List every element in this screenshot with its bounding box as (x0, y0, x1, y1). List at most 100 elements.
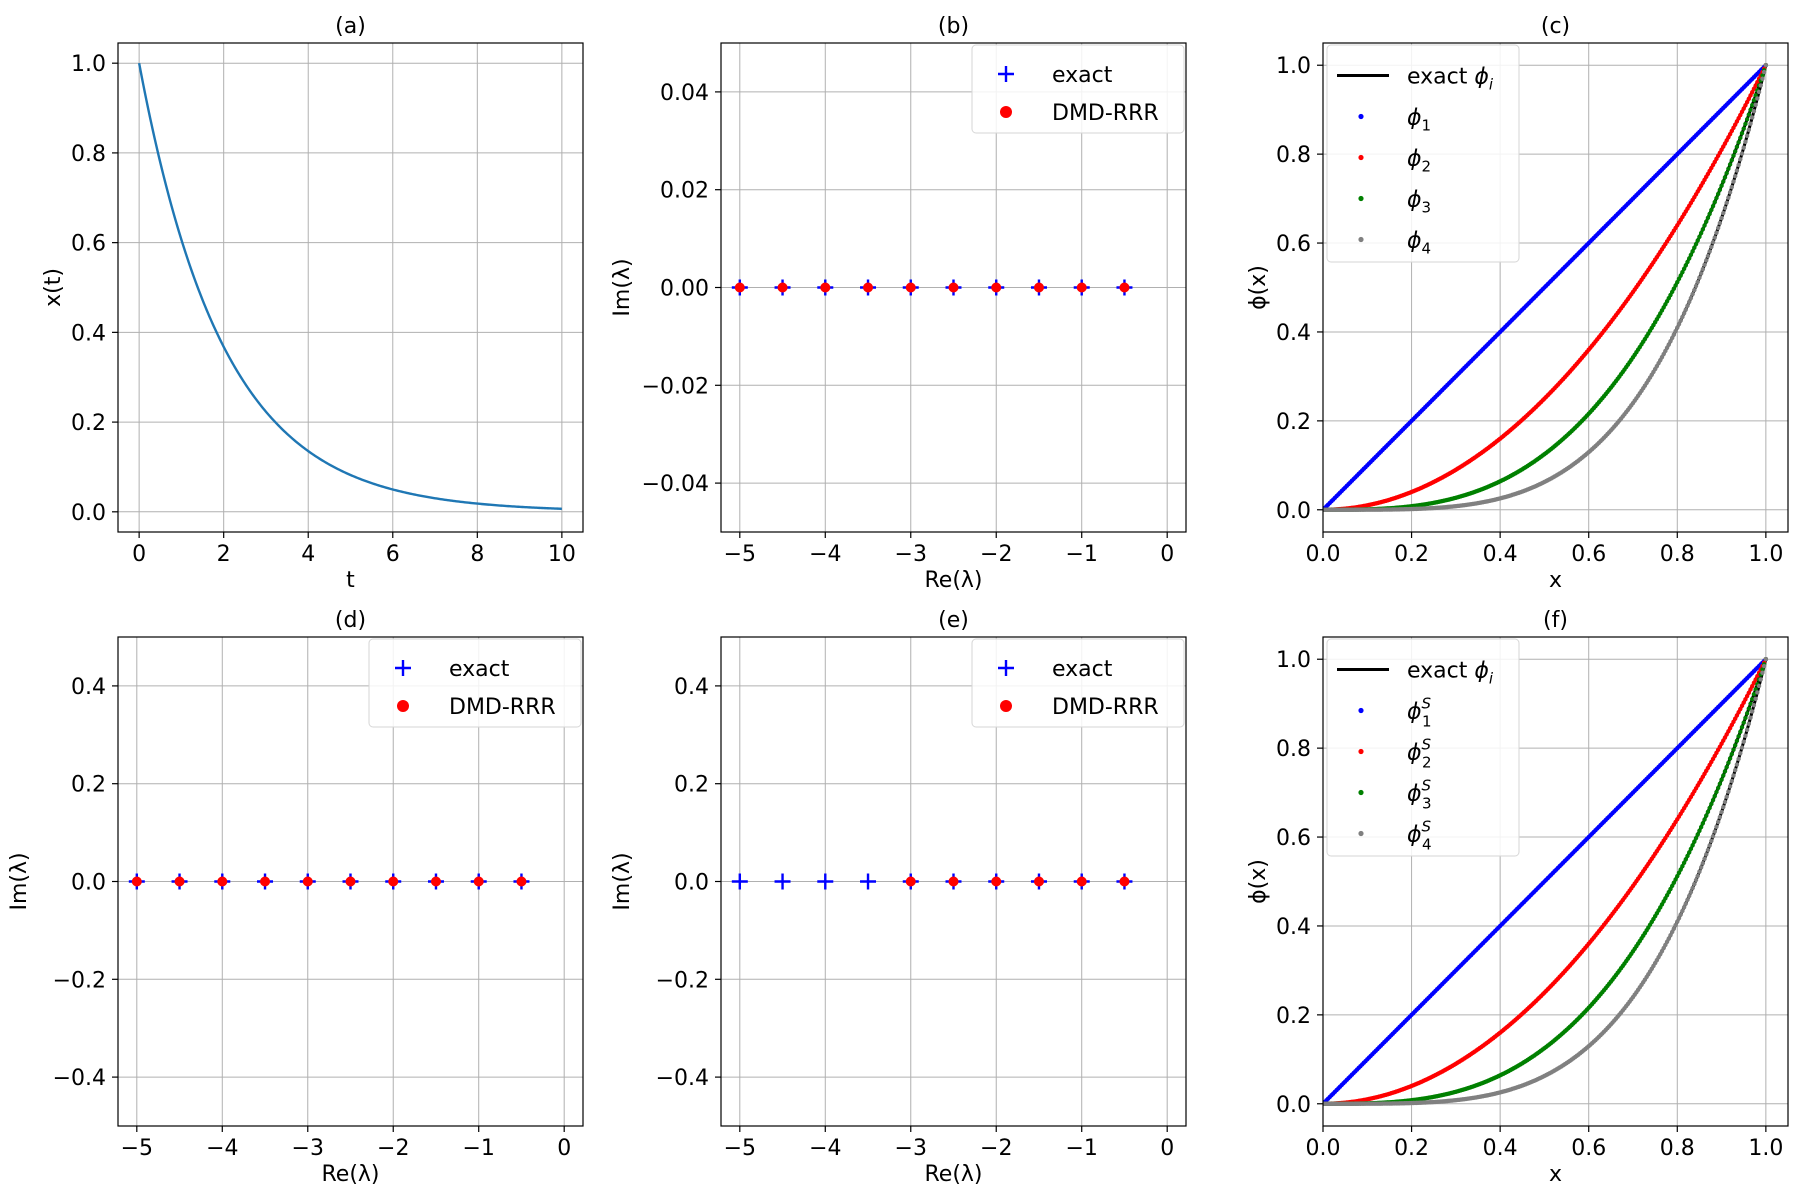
x-tick-label: −5 (724, 1136, 756, 1161)
x-tick-label: −2 (980, 1136, 1012, 1161)
ϕ3^S-point (1719, 777, 1724, 782)
ϕ3^S-point (1748, 701, 1753, 707)
DMD-RRR-point (473, 876, 484, 887)
ϕ3-point (1693, 241, 1699, 247)
ϕ4^S-point (1675, 919, 1680, 924)
DMD-RRR-point (734, 282, 745, 293)
legend-subscript: i (1489, 670, 1494, 688)
ϕ3-point (1743, 121, 1748, 127)
exact-point (860, 873, 877, 890)
ϕ4-point (1700, 267, 1706, 272)
DMD-RRR-point (863, 282, 874, 293)
legend-subscript: 3 (1422, 199, 1432, 217)
x-tick-label: −1 (1065, 542, 1097, 567)
x-axis-label: t (346, 568, 355, 593)
ϕ2-point (1750, 89, 1755, 95)
y-tick-label: −0.04 (642, 472, 709, 497)
y-tick-label: 0.04 (660, 81, 709, 106)
legend-symbol: ϕ (1407, 823, 1422, 848)
x-tick-label: −4 (809, 1136, 841, 1161)
panel-d: −5 −4 −3 −2 −1 0 −0.4 −0.2 0.0 0.2 0.4 (d) Re(λ) Im(λ… (7, 608, 584, 1187)
y-tick-label: 0.8 (71, 142, 106, 167)
ϕ4-point (1678, 318, 1683, 323)
ϕ2^S-point (1741, 700, 1746, 705)
x-tick-label: 0 (132, 542, 146, 567)
ϕ4^S-point (1673, 922, 1678, 928)
ϕ3-point (1702, 223, 1707, 228)
ϕ3^S-point (1714, 789, 1719, 795)
ϕ3^S-point (1690, 843, 1695, 848)
y-axis-label: ϕ(x) (1246, 859, 1271, 904)
legend-subscript: 3 (1422, 795, 1432, 813)
ϕ2^S-point (1746, 690, 1752, 695)
ϕ4-point (1744, 133, 1750, 139)
ϕ4-point (1710, 240, 1716, 245)
ϕ3-point (1717, 187, 1723, 193)
axes-frame (720, 42, 1187, 533)
ϕ4-point (1698, 271, 1704, 276)
legend-dot-swatch (1358, 789, 1364, 796)
DMD-RRR-point (516, 876, 527, 887)
ϕ4-point (1676, 321, 1682, 327)
legend-dot-swatch (1358, 830, 1364, 837)
ϕ3^S-point (1746, 706, 1752, 711)
legend-dot-swatch (1000, 700, 1012, 712)
ϕ4-point (1704, 258, 1709, 263)
ϕ4^S-point (1695, 873, 1700, 879)
x-tick-label: 0 (557, 1136, 571, 1161)
plot-area (731, 279, 1133, 296)
legend-box (1326, 44, 1520, 263)
ϕ2^S-point (1750, 683, 1755, 689)
y-tick-label: −0.02 (642, 374, 709, 399)
ϕ3^S-point (1683, 857, 1689, 862)
ϕ3-point (1734, 144, 1740, 150)
ϕ3-point (1736, 140, 1741, 145)
ϕ2^S-point (1751, 680, 1757, 686)
y-tick-label: 0.8 (1276, 737, 1311, 762)
y-tick-label: 0.00 (660, 277, 709, 302)
DMD-RRR-point (217, 876, 228, 887)
DMD-RRR-point (1033, 876, 1044, 887)
ϕ4^S-point (1717, 814, 1723, 820)
ϕ4^S-point (1734, 762, 1740, 767)
ϕ3^S-point (1704, 813, 1709, 818)
x-tick-label: 0.6 (1571, 1136, 1606, 1161)
y-tick-label: 0.2 (71, 773, 106, 798)
x-tick-label: −5 (121, 1136, 153, 1161)
ϕ3-point (1744, 117, 1750, 122)
ϕ2-point (1736, 116, 1741, 121)
x-tick-label: 1.0 (1748, 542, 1783, 567)
ϕ3^S-point (1741, 720, 1746, 725)
ϕ4-point (1688, 295, 1694, 301)
ϕ4-point (1727, 190, 1733, 195)
ϕ4^S-point (1739, 745, 1745, 750)
x-tick-label: 0.0 (1306, 1136, 1341, 1161)
ϕ4^S-point (1692, 881, 1697, 887)
ϕ3-point (1678, 273, 1683, 278)
ϕ4-point (1664, 345, 1670, 351)
x(t)-line (137, 62, 562, 510)
y-tick-label: 0.2 (1276, 1004, 1311, 1029)
ϕ3^S-point (1688, 846, 1694, 852)
ϕ3^S-point (1722, 769, 1728, 774)
x-tick-label: 0.8 (1660, 542, 1695, 567)
ϕ3^S-point (1715, 785, 1721, 791)
legend-label: exact ϕi (1407, 65, 1494, 94)
ϕ3-point (1681, 266, 1687, 271)
legend-dot-swatch (1358, 707, 1364, 714)
ϕ3-point (1741, 126, 1746, 131)
ϕ3-point (1731, 153, 1736, 158)
ϕ3-point (1707, 211, 1712, 217)
legend-box (368, 638, 582, 728)
x-tick-label: 1.0 (1748, 1136, 1783, 1161)
DMD-RRR-point (1076, 282, 1087, 293)
ϕ3-point (1729, 157, 1734, 163)
x-tick-label: 0 (1160, 542, 1174, 567)
y-tick-label: 0.6 (1276, 232, 1311, 257)
legend-subscript: i (1489, 76, 1494, 94)
ϕ4-point (1671, 332, 1677, 337)
ϕ3^S-point (1727, 756, 1733, 761)
DMD-RRR-point (260, 876, 271, 887)
y-tick-label: −0.2 (53, 968, 106, 993)
legend-plus-swatch (998, 660, 1014, 676)
